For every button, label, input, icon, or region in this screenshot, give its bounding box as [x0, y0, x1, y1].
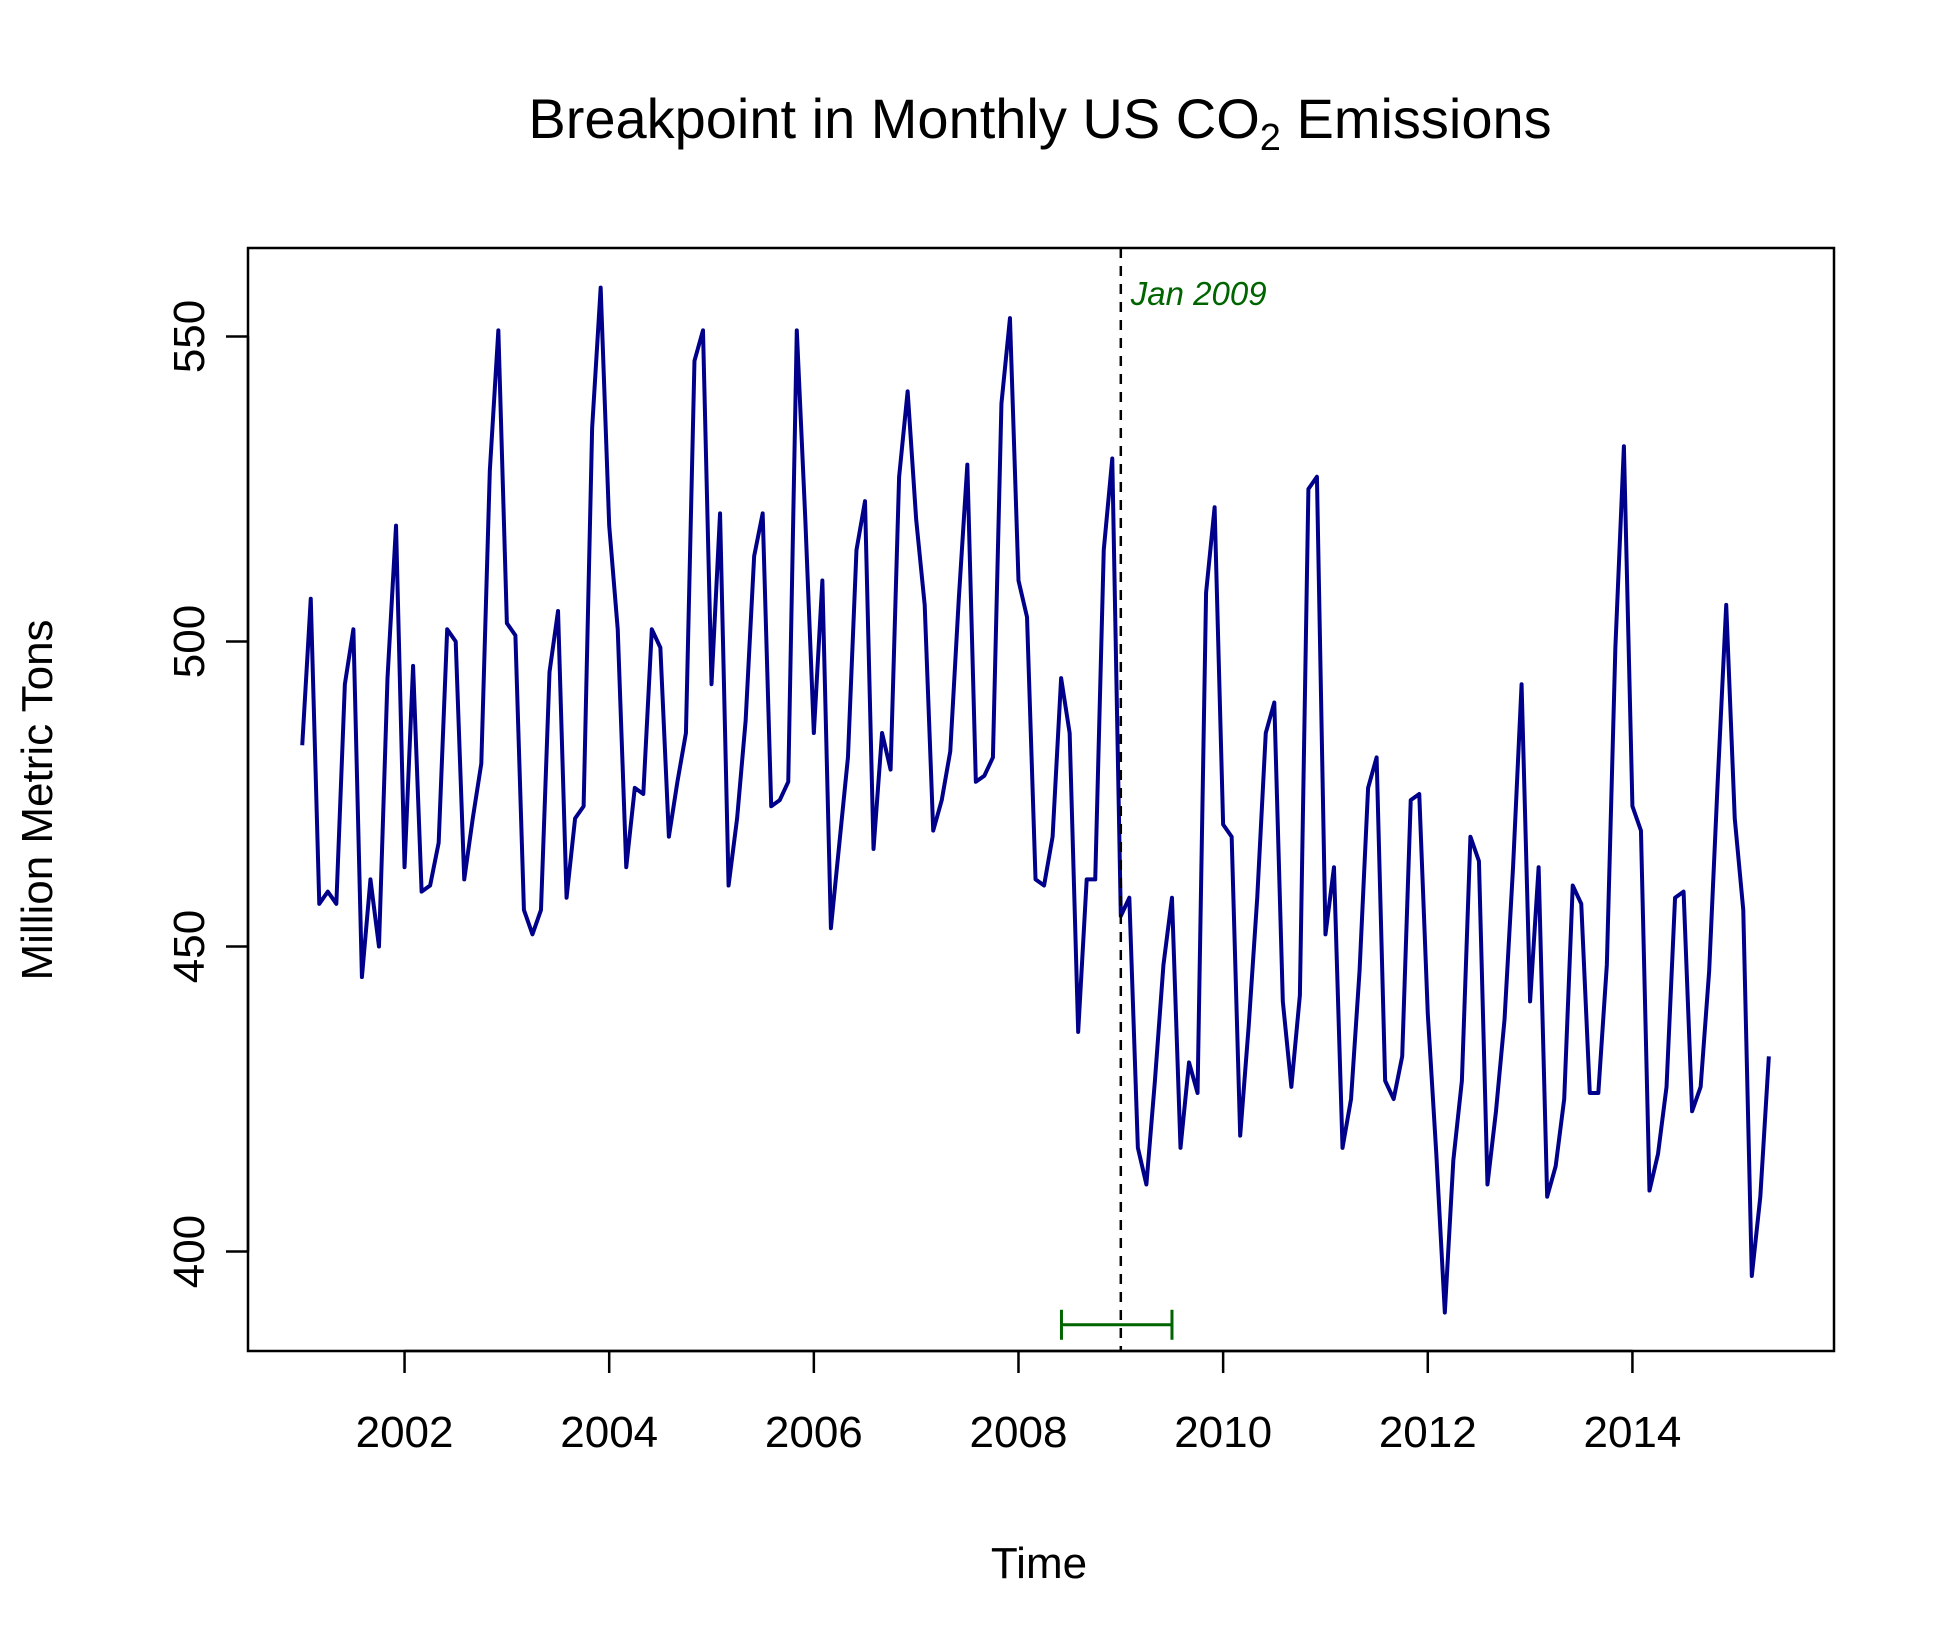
breakpoint-label: Jan 2009	[1130, 275, 1267, 312]
plot-frame	[246, 246, 1836, 1353]
chart-title-main: Breakpoint in Monthly US CO	[528, 87, 1259, 150]
chart-title-subscript: 2	[1260, 117, 1281, 159]
y-axis-title: Million Metric Tons	[13, 619, 62, 980]
x-tick-label: 2008	[970, 1408, 1068, 1457]
chart-title-suffix: Emissions	[1281, 87, 1552, 150]
y-axis: 400 450 500 550	[165, 300, 250, 1288]
x-tick-label: 2002	[356, 1408, 454, 1457]
annotation-layer: Jan 2009	[1059, 248, 1267, 1351]
x-tick-label: 2014	[1583, 1408, 1681, 1457]
x-tick-label: 2004	[560, 1408, 658, 1457]
series-line	[300, 285, 1771, 1315]
y-tick-label: 400	[165, 1215, 214, 1288]
y-tick-label: 550	[165, 300, 214, 373]
x-axis-title: Time	[991, 1539, 1087, 1588]
x-tick-label: 2006	[765, 1408, 863, 1457]
series-layer	[300, 285, 1771, 1315]
chart-title: Breakpoint in Monthly US CO2 Emissions	[528, 87, 1551, 159]
y-tick-label: 450	[165, 910, 214, 983]
x-tick-label: 2012	[1379, 1408, 1477, 1457]
x-axis: 2002 2004 2006 2008 2010 2012 2014	[356, 1349, 1681, 1457]
y-tick-label: 500	[165, 605, 214, 678]
x-tick-label: 2010	[1174, 1408, 1272, 1457]
